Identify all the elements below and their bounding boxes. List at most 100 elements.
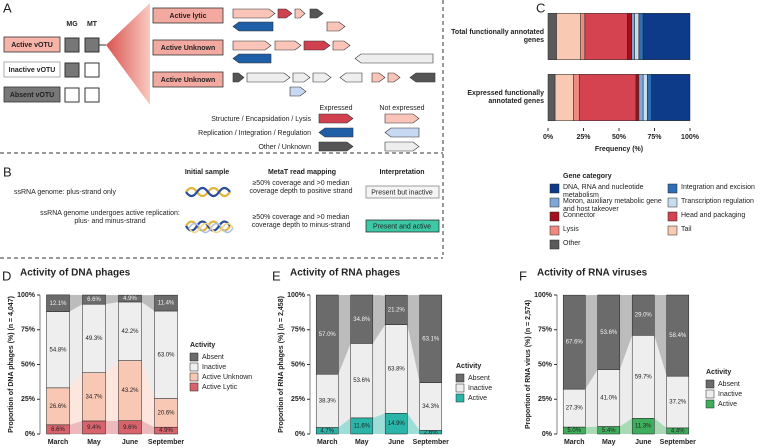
panel-letter: E: [272, 268, 281, 283]
legend-label: Tail: [681, 226, 692, 233]
bar-segment: [315, 294, 339, 375]
x-tick-label: 25%: [576, 134, 591, 141]
interpretation-box: [365, 219, 440, 233]
gene-arrow: [303, 40, 331, 51]
x-tick-label: June: [388, 439, 404, 446]
gene-arrow: [326, 21, 346, 32]
bar-segment: [647, 74, 652, 121]
flow: [654, 418, 667, 434]
value-label: 12.1%: [49, 301, 67, 307]
votu-label: Active vOTU: [11, 42, 53, 49]
panel-a: A MG MT Active vOTU Inactive vOTU Absent…: [3, 0, 436, 152]
legend-swatch: [455, 373, 465, 383]
genome-description: ssRNA genome: plus-strand only: [14, 189, 116, 196]
x-tick-label: September: [660, 439, 696, 446]
bar-segment: [573, 74, 580, 121]
bar-segment: [580, 13, 586, 60]
gene-arrow: [289, 86, 307, 97]
value-label: 67.6%: [566, 340, 584, 346]
legend-swatch: [189, 372, 199, 382]
interpretation: Present and active: [373, 223, 431, 230]
value-label: 21.2%: [388, 307, 406, 313]
value-label: 53.6%: [600, 330, 618, 336]
flow: [105, 360, 119, 421]
votu-label: Absent vOTU: [10, 92, 54, 99]
y-axis-label: Proportion of RNA virus (%) (n = 2,574): [525, 300, 532, 429]
bar-segment: [350, 294, 374, 344]
value-label: 34.3%: [422, 404, 440, 410]
votu-label: Inactive vOTU: [9, 67, 56, 74]
panel-letter: B: [3, 164, 12, 179]
gene-arrow: [232, 40, 272, 51]
legend-swatch: [667, 183, 678, 194]
value-label: 34.8%: [353, 317, 371, 323]
votu-box: [3, 86, 61, 103]
value-label: 11.4%: [158, 301, 175, 307]
x-tick-label: May: [87, 439, 101, 446]
flow: [619, 295, 633, 370]
gene-arrow: [384, 127, 420, 138]
gene-arrow: [318, 141, 354, 152]
x-tick-label: September: [148, 439, 184, 446]
flow: [585, 426, 598, 434]
legend-swatch: [705, 399, 715, 409]
legend-swatch: [549, 225, 560, 236]
panel-letter: A: [3, 0, 12, 15]
value-label: 53.6%: [353, 378, 371, 384]
flow: [338, 343, 351, 428]
legend-header: Not expressed: [379, 105, 424, 112]
x-tick-label: September: [413, 439, 449, 446]
value-label: 4.9%: [159, 428, 173, 434]
x-tick-label: March: [48, 439, 69, 446]
value-label: 6.6%: [87, 297, 101, 303]
gene-arrow: [309, 8, 324, 19]
bar-segment: [46, 294, 70, 312]
y-tick-label: 50%: [538, 361, 553, 368]
x-tick-label: June: [122, 439, 138, 446]
mapping-rule: ≥50% coverage and >0 median coverage dep…: [251, 214, 351, 229]
legend-label: Connector: [563, 212, 596, 219]
presence-square: [64, 62, 80, 78]
legend-swatch: [549, 197, 560, 208]
votu-box: [3, 36, 61, 53]
interpretation: Present but inactive: [371, 189, 433, 196]
gene-arrow: [318, 127, 354, 138]
legend-swatch: [667, 211, 678, 222]
y-tick-label: 75%: [538, 327, 553, 334]
bar-segment: [82, 294, 106, 305]
x-tick-label: 75%: [647, 134, 662, 141]
legend-swatch: [189, 352, 199, 362]
legend-label: Inactive: [202, 364, 226, 371]
flow: [372, 413, 386, 434]
y-tick-label: 75%: [291, 327, 306, 334]
gene-arrow: [332, 40, 351, 51]
flow: [338, 295, 351, 375]
example-label: Active lytic: [170, 13, 207, 20]
bar-segment: [547, 74, 556, 121]
flow: [585, 295, 598, 390]
y-tick-label: 25%: [21, 396, 36, 403]
bar-segment: [627, 13, 633, 60]
value-label: 6.6%: [51, 427, 65, 433]
y-tick-label: Total functionally annotated genes: [451, 28, 544, 44]
value-label: 37.2%: [669, 400, 687, 406]
legend-label: Active: [468, 395, 487, 402]
value-label: 4.4%: [671, 429, 685, 435]
value-label: 5.0%: [567, 428, 581, 434]
legend-swatch: [189, 382, 199, 392]
gene-arrow: [312, 72, 332, 83]
flow: [585, 369, 598, 428]
flow: [105, 295, 119, 305]
y-tick-label: 0%: [295, 431, 306, 438]
value-label: 58.4%: [669, 333, 687, 339]
helix: [185, 220, 231, 232]
example-box: [152, 39, 224, 56]
flow: [407, 324, 420, 431]
gene-arrow: [371, 72, 386, 83]
value-label: 54.8%: [49, 347, 67, 353]
flow: [619, 418, 633, 434]
legend-swatch: [667, 225, 678, 236]
legend-label: DNA, RNA and nucleotide metabolism: [563, 184, 644, 199]
